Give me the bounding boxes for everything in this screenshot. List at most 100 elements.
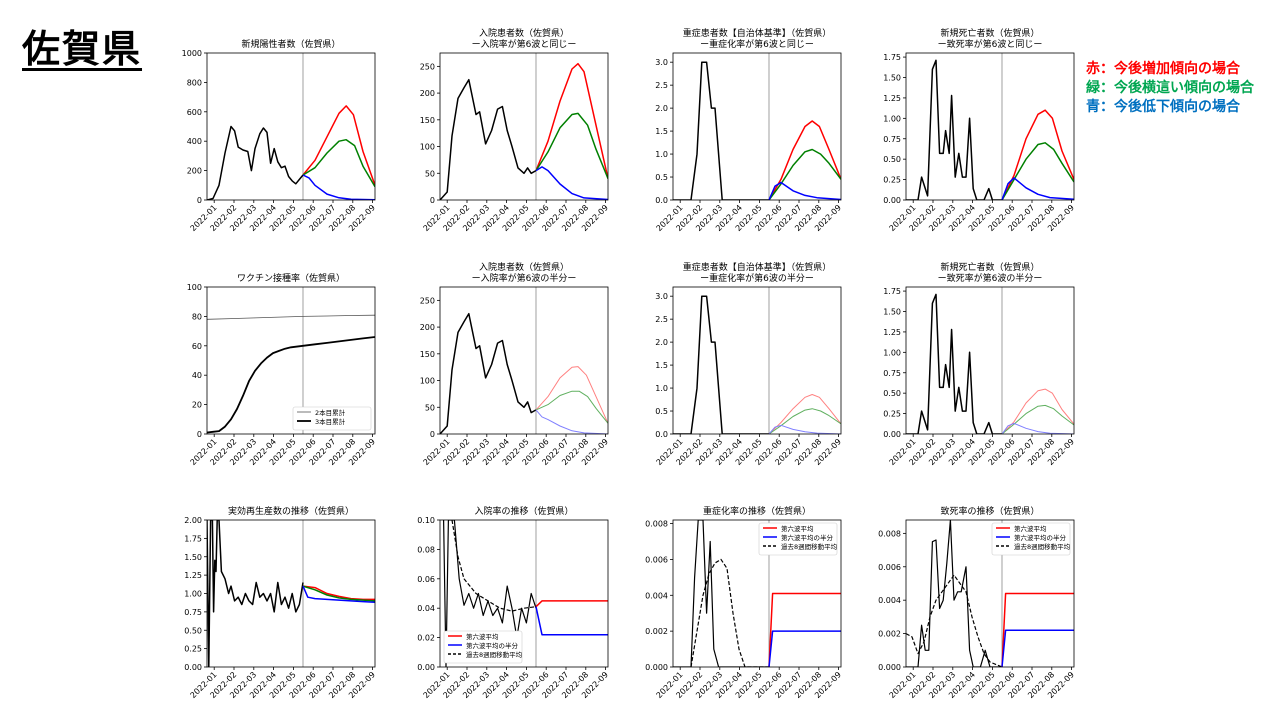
y-tick-label: 1.25 bbox=[883, 328, 901, 337]
y-tick-label: 0.08 bbox=[417, 545, 435, 554]
series-line bbox=[906, 59, 1002, 200]
series-line bbox=[535, 366, 608, 424]
series-line bbox=[768, 630, 841, 667]
series-line bbox=[451, 520, 537, 612]
series-line bbox=[440, 78, 537, 200]
y-tick-label: 0.006 bbox=[878, 563, 901, 572]
legend-label: 過去8週間移動平均 bbox=[781, 542, 838, 551]
legend-box bbox=[443, 630, 523, 664]
y-tick-label: 2.00 bbox=[184, 516, 202, 525]
y-tick-label: 0.50 bbox=[184, 626, 202, 635]
y-tick-label: 0.50 bbox=[883, 389, 901, 398]
series-line bbox=[906, 574, 1003, 667]
chart-title: ー重症化率が第6波と同じー bbox=[700, 38, 814, 50]
y-tick-label: 0.008 bbox=[878, 529, 901, 538]
series-line bbox=[535, 606, 608, 636]
series-line bbox=[1001, 388, 1074, 434]
chart-title: ー致死率が第6波の半分ー bbox=[938, 272, 1043, 284]
y-tick-label: 0 bbox=[430, 430, 435, 439]
chart-title: 重症患者数【自治体基準】（佐賀県） bbox=[683, 27, 832, 39]
y-tick-label: 100 bbox=[187, 283, 202, 292]
series-line bbox=[768, 120, 841, 200]
y-tick-label: 0.006 bbox=[645, 555, 668, 564]
legend-box bbox=[292, 406, 372, 431]
y-tick-label: 80 bbox=[192, 312, 202, 321]
y-tick-label: 0.004 bbox=[878, 596, 901, 605]
y-tick-label: 0.02 bbox=[417, 634, 435, 643]
chart-title: 重症患者数【自治体基準】（佐賀県） bbox=[683, 261, 832, 273]
series-line bbox=[673, 295, 769, 434]
y-tick-label: 1.75 bbox=[883, 287, 901, 296]
y-tick-label: 0 bbox=[197, 196, 202, 205]
legend-label: 第六波平均 bbox=[781, 524, 814, 533]
series-line bbox=[1001, 629, 1074, 667]
series-line bbox=[1001, 177, 1074, 200]
y-tick-label: 40 bbox=[192, 371, 202, 380]
page-title: 佐賀県 bbox=[22, 27, 143, 71]
y-tick-label: 1.0 bbox=[655, 150, 668, 159]
y-tick-label: 1.5 bbox=[655, 361, 668, 370]
y-tick-label: 2.0 bbox=[655, 338, 668, 347]
y-tick-label: 0.5 bbox=[655, 173, 668, 182]
series-line bbox=[768, 424, 841, 434]
chart-title: ー重症化率が第6波の半分ー bbox=[700, 272, 814, 284]
legend-note-green: 緑：今後横這い傾向の場合 bbox=[1086, 80, 1254, 96]
y-tick-label: 1.5 bbox=[655, 127, 668, 136]
legend-label: 過去8週間移動平均 bbox=[1014, 542, 1071, 551]
legend-label: 過去8週間移動平均 bbox=[466, 650, 523, 659]
y-tick-label: 1.75 bbox=[883, 53, 901, 62]
plot-frame bbox=[672, 519, 842, 668]
y-tick-label: 0.0 bbox=[655, 430, 668, 439]
chart-c2: 入院患者数（佐賀県）ー入院率が第6波と同じー050100150200250202… bbox=[420, 27, 610, 233]
y-tick-label: 1.75 bbox=[184, 534, 202, 543]
chart-title: 入院率の推移（佐賀県） bbox=[474, 505, 573, 517]
chart-title: 入院患者数（佐賀県） bbox=[479, 261, 569, 273]
series-line bbox=[768, 394, 841, 434]
y-tick-label: 0.00 bbox=[417, 663, 435, 672]
series-line bbox=[673, 520, 769, 667]
chart-title: 新規死亡者数（佐賀県） bbox=[940, 261, 1039, 273]
legend-box bbox=[758, 522, 838, 556]
y-tick-label: 1.50 bbox=[184, 553, 202, 562]
legend-label: 第六波平均の半分 bbox=[466, 641, 519, 650]
y-tick-label: 60 bbox=[192, 342, 202, 351]
y-tick-label: 600 bbox=[187, 108, 202, 117]
legend-label: 第六波平均の半分 bbox=[1014, 533, 1067, 542]
series-line bbox=[768, 592, 841, 667]
y-tick-label: 1.50 bbox=[883, 74, 901, 83]
chart-title: 致死率の推移（佐賀県） bbox=[940, 505, 1039, 517]
series-line bbox=[207, 336, 375, 434]
series-line bbox=[207, 314, 375, 320]
y-tick-label: 0.008 bbox=[645, 520, 668, 529]
chart-title: 新規死亡者数（佐賀県） bbox=[940, 27, 1039, 39]
y-tick-label: 0.002 bbox=[645, 627, 668, 636]
chart-c11: 重症化率の推移（佐賀県）0.0000.0020.0040.0060.008202… bbox=[645, 505, 843, 700]
series-line bbox=[690, 558, 769, 667]
y-tick-label: 1.0 bbox=[655, 384, 668, 393]
series-line bbox=[768, 148, 841, 200]
series-line bbox=[535, 112, 608, 179]
series-line bbox=[535, 390, 608, 424]
plot-frame bbox=[206, 286, 376, 435]
series-line bbox=[768, 181, 841, 200]
y-tick-label: 800 bbox=[187, 78, 202, 87]
y-tick-label: 3.0 bbox=[655, 58, 668, 67]
y-tick-label: 100 bbox=[420, 377, 435, 386]
plot-frame bbox=[206, 52, 376, 201]
series-line bbox=[535, 600, 608, 608]
chart-title: ー入院率が第6波と同じー bbox=[472, 38, 577, 50]
y-tick-label: 2.0 bbox=[655, 104, 668, 113]
series-line bbox=[535, 62, 608, 179]
legend-label: 3本目累計 bbox=[315, 417, 346, 426]
y-tick-label: 0.002 bbox=[878, 630, 901, 639]
chart-c3: 重症患者数【自治体基準】（佐賀県）ー重症化率が第6波と同じー 0.0 0.5 1.0 1… bbox=[655, 27, 843, 233]
y-tick-label: 1.25 bbox=[184, 571, 202, 580]
y-tick-label: 0.25 bbox=[883, 176, 901, 185]
y-tick-label: 0.5 bbox=[655, 407, 668, 416]
series-line bbox=[768, 408, 841, 434]
y-tick-label: 0.000 bbox=[878, 663, 901, 672]
plot-frame bbox=[905, 286, 1075, 435]
